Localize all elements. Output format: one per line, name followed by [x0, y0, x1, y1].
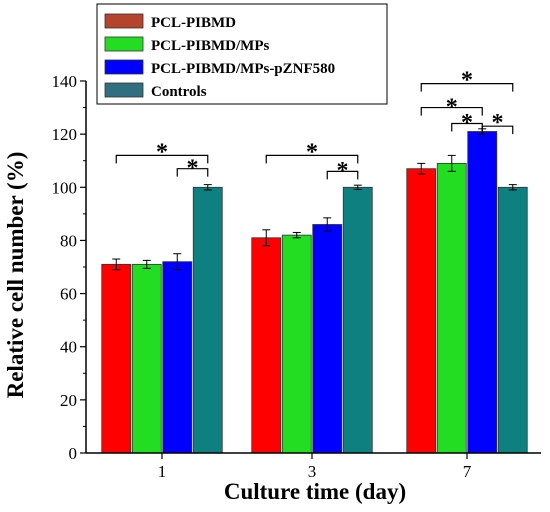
bar-pcl-pibmd-day-3	[251, 237, 282, 454]
y-tick-label: 100	[52, 178, 78, 197]
significance-star: *	[461, 110, 473, 136]
error-bar	[112, 258, 121, 271]
bar-controls-day-7	[497, 186, 528, 454]
y-tick-label: 40	[60, 338, 77, 357]
error-bar	[353, 184, 362, 190]
significance-bracket: *	[420, 94, 483, 120]
axes-layer: 0 20 40 60 80 100 120 140 1 3 7	[52, 72, 541, 481]
legend-box	[96, 3, 388, 105]
y-tick-label: 20	[60, 391, 77, 410]
error-bar	[262, 229, 271, 247]
significance-bracket: *	[265, 139, 359, 165]
legend-label: PCL-PIBMD/MPs-pZNF580	[151, 61, 335, 77]
significance-star: *	[187, 155, 199, 181]
significance-star: *	[461, 68, 473, 94]
legend-label: Controls	[151, 84, 207, 100]
error-bar	[447, 154, 456, 172]
bar-pcl-pibmd-mps-day-1	[131, 263, 162, 454]
y-axis-label: Relative cell number (%)	[3, 152, 28, 399]
bars-layer	[101, 131, 528, 454]
x-tick-label-7: 7	[463, 462, 472, 481]
bar-pcl-pibmd-mps-pznf580-day-1	[162, 261, 193, 454]
legend-item: PCL-PIBMD/MPs	[104, 36, 269, 54]
y-tick-label: 0	[69, 444, 78, 463]
error-bar	[292, 231, 301, 239]
y-tick-label: 60	[60, 285, 77, 304]
error-bar	[173, 253, 182, 271]
significance-bracket: *	[481, 110, 514, 136]
legend-label: PCL-PIBMD/MPs	[151, 38, 269, 54]
significance-star: *	[492, 110, 504, 136]
significance-star: *	[306, 139, 318, 165]
error-bar	[508, 184, 517, 191]
significance-bracket: *	[326, 158, 359, 184]
y-tick-label: 140	[52, 72, 78, 91]
legend-item: Controls	[104, 82, 207, 100]
significance-layer: ******* *	[115, 68, 514, 184]
legend-item: PCL-PIBMD/MPs-pZNF580	[104, 59, 335, 77]
bar-pcl-pibmd-day-7	[406, 168, 437, 454]
significance-star: *	[446, 94, 458, 120]
significance-bracket: *	[176, 155, 209, 181]
legend-swatch	[104, 59, 144, 75]
legend-swatch	[104, 82, 144, 98]
legend-swatch	[104, 36, 144, 52]
significance-bracket: *	[115, 139, 209, 165]
bar-pcl-pibmd-mps-pznf580-day-7	[467, 131, 498, 454]
error-bar	[203, 184, 212, 191]
legend: PCL-PIBMD PCL-PIBMD/MPs PCL-PIBMD/MPs-pZNF…	[96, 3, 388, 105]
y-tick-label: 120	[52, 125, 78, 144]
error-bar	[417, 162, 426, 175]
significance-bracket: *	[420, 68, 514, 94]
significance-star: *	[337, 158, 349, 184]
significance-star: *	[156, 139, 168, 165]
error-bar	[142, 259, 151, 269]
error-bar	[323, 217, 332, 232]
bar-pcl-pibmd-day-1	[101, 263, 132, 454]
x-tick-label-3: 3	[308, 462, 317, 481]
x-tick-label-1: 1	[158, 462, 167, 481]
x-axis-label: Culture time (day)	[224, 479, 406, 504]
bar-controls-day-3	[342, 186, 373, 454]
bar-controls-day-1	[192, 186, 223, 454]
bar-pcl-pibmd-mps-day-7	[436, 162, 467, 454]
legend-swatch	[104, 13, 144, 29]
legend-label: PCL-PIBMD	[151, 15, 236, 31]
y-tick-label: 80	[60, 231, 77, 250]
bar-pcl-pibmd-mps-day-3	[281, 234, 312, 454]
legend-item: PCL-PIBMD	[104, 13, 236, 31]
bar-pcl-pibmd-mps-pznf580-day-3	[312, 224, 343, 454]
